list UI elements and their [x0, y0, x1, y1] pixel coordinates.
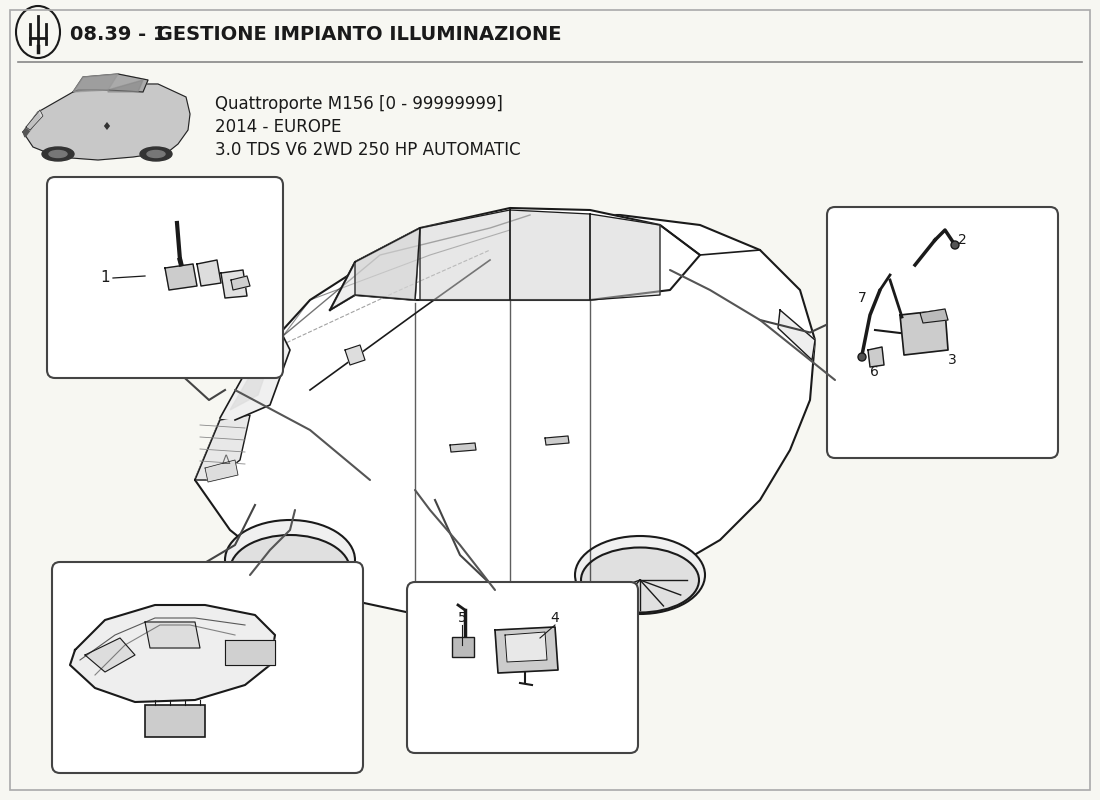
Ellipse shape: [16, 6, 60, 58]
Polygon shape: [108, 80, 143, 92]
Text: 08.39 - 1: 08.39 - 1: [70, 26, 166, 45]
Polygon shape: [23, 112, 40, 137]
Text: 3.0 TDS V6 2WD 250 HP AUTOMATIC: 3.0 TDS V6 2WD 250 HP AUTOMATIC: [214, 141, 520, 159]
Circle shape: [858, 353, 866, 361]
Polygon shape: [420, 210, 510, 300]
Polygon shape: [221, 270, 248, 298]
Polygon shape: [195, 415, 250, 480]
Text: 5: 5: [458, 611, 466, 625]
Polygon shape: [220, 330, 290, 420]
Polygon shape: [195, 215, 815, 615]
Bar: [452, 637, 474, 657]
Polygon shape: [26, 110, 43, 130]
Text: 2: 2: [958, 233, 967, 247]
Polygon shape: [226, 640, 275, 665]
Bar: [145, 705, 205, 737]
Polygon shape: [505, 632, 547, 662]
Polygon shape: [920, 309, 948, 323]
Polygon shape: [73, 74, 148, 92]
Text: 1: 1: [100, 270, 110, 286]
Text: 6: 6: [870, 365, 879, 379]
Text: 7: 7: [858, 291, 867, 305]
Polygon shape: [145, 622, 200, 648]
Circle shape: [952, 241, 959, 249]
Polygon shape: [345, 345, 365, 365]
Polygon shape: [330, 208, 700, 310]
Polygon shape: [165, 264, 197, 290]
Ellipse shape: [42, 147, 74, 161]
Polygon shape: [868, 347, 884, 367]
Ellipse shape: [50, 150, 67, 158]
Polygon shape: [900, 310, 948, 355]
Text: 2014 - EUROPE: 2014 - EUROPE: [214, 118, 341, 136]
FancyBboxPatch shape: [827, 207, 1058, 458]
Polygon shape: [450, 443, 476, 452]
Text: ♦: ♦: [101, 122, 111, 132]
Polygon shape: [230, 345, 275, 410]
Ellipse shape: [230, 535, 350, 605]
Polygon shape: [205, 460, 238, 482]
FancyBboxPatch shape: [52, 562, 363, 773]
Ellipse shape: [575, 536, 705, 614]
Polygon shape: [590, 214, 660, 300]
Ellipse shape: [147, 150, 165, 158]
FancyBboxPatch shape: [47, 177, 283, 378]
Text: ∆: ∆: [221, 454, 229, 466]
Polygon shape: [73, 74, 118, 92]
Text: GESTIONE IMPIANTO ILLUMINAZIONE: GESTIONE IMPIANTO ILLUMINAZIONE: [150, 26, 561, 45]
Polygon shape: [355, 228, 420, 300]
Polygon shape: [330, 228, 420, 310]
Polygon shape: [70, 605, 275, 702]
Polygon shape: [231, 276, 250, 290]
Ellipse shape: [581, 547, 698, 613]
Polygon shape: [85, 638, 135, 672]
Polygon shape: [778, 310, 815, 360]
Polygon shape: [495, 627, 558, 673]
Polygon shape: [197, 260, 221, 286]
Polygon shape: [23, 84, 190, 160]
Text: Quattroporte M156 [0 - 99999999]: Quattroporte M156 [0 - 99999999]: [214, 95, 503, 113]
Polygon shape: [544, 436, 569, 445]
FancyBboxPatch shape: [407, 582, 638, 753]
Ellipse shape: [140, 147, 172, 161]
Text: 3: 3: [947, 353, 956, 367]
Polygon shape: [510, 210, 590, 300]
Text: 4: 4: [551, 611, 560, 625]
Ellipse shape: [226, 520, 355, 600]
